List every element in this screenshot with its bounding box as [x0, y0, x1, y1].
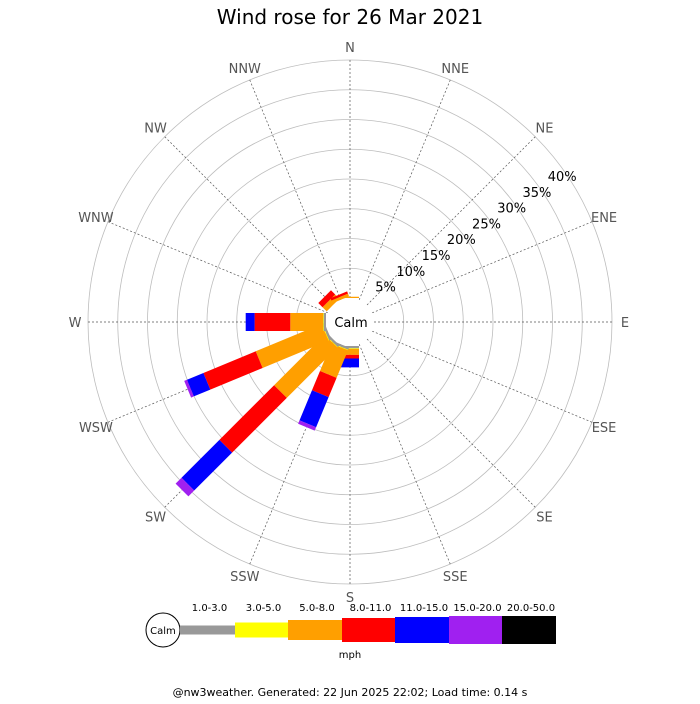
- legend-swatch-5: [449, 616, 502, 644]
- calm-label: Calm: [334, 316, 367, 331]
- legend-swatch-3: [342, 618, 395, 642]
- direction-label-ne: NE: [535, 122, 553, 137]
- legend-label-3: 8.0-11.0: [350, 603, 392, 614]
- grid-ring: [147, 119, 553, 525]
- direction-label-nne: NNE: [441, 62, 469, 77]
- bar-segment-wsw-3: [203, 351, 263, 390]
- calm-center: Calm: [326, 298, 374, 346]
- direction-label-se: SE: [536, 510, 552, 525]
- direction-label-e: E: [621, 316, 629, 331]
- bar-segment-w-1: [323, 313, 324, 331]
- bar-segment-sw-2: [274, 334, 338, 398]
- bar-segment-sw-4: [181, 439, 233, 491]
- legend-label-0: 1.0-3.0: [192, 603, 227, 614]
- chart-title: Wind rose for 26 Mar 2021: [217, 5, 483, 29]
- direction-label-ssw: SSW: [230, 570, 260, 585]
- bar-segment-w-3: [254, 313, 291, 331]
- radial-tick-label: 30%: [497, 202, 526, 217]
- calm-circle: [326, 298, 374, 346]
- legend-calm-label: Calm: [150, 626, 176, 637]
- bar-segment-ssw-2: [320, 343, 348, 378]
- bar-segment-s-4: [341, 358, 359, 368]
- bar-segment-ssw-4: [299, 390, 329, 428]
- speed-legend: Calm 1.0-3.0 3.0-5.0 5.0-8.0 8.0-11.0 11.0-15…: [145, 603, 556, 661]
- radial-tick-label: 20%: [447, 233, 476, 248]
- direction-label-sw: SW: [145, 510, 166, 525]
- bar-segment-wsw-4: [187, 373, 211, 397]
- direction-label-w: W: [69, 316, 82, 331]
- radial-tick-label: 35%: [523, 186, 552, 201]
- radial-tick-label: 40%: [548, 170, 577, 185]
- direction-label-sse: SSE: [443, 570, 468, 585]
- bar-segment-sw-5: [175, 477, 195, 497]
- bar-segment-wsw-2: [255, 324, 329, 368]
- direction-label-ene: ENE: [591, 211, 617, 226]
- legend-label-2: 5.0-8.0: [299, 603, 334, 614]
- radial-tick-label: 5%: [375, 281, 396, 296]
- legend-label-4: 11.0-15.0: [400, 603, 448, 614]
- bar-segment-nnw-3: [330, 291, 348, 301]
- legend-swatch-6: [502, 616, 556, 644]
- wind-bars: [175, 290, 359, 497]
- legend-label-6: 20.0-50.0: [507, 603, 555, 614]
- legend-swatch-4: [395, 617, 449, 643]
- bar-segment-w-0: [323, 313, 326, 331]
- direction-label-ese: ESE: [592, 421, 617, 436]
- bar-segment-wsw-5: [184, 379, 194, 398]
- direction-label-n: N: [345, 41, 355, 56]
- bar-segment-nw-3: [318, 290, 336, 308]
- radial-tick-label: 15%: [422, 249, 451, 264]
- legend-swatch-0: [180, 625, 235, 635]
- radial-tick-label: 10%: [396, 265, 425, 280]
- direction-label-nnw: NNW: [229, 62, 261, 77]
- legend-label-5: 15.0-20.0: [453, 603, 501, 614]
- radial-tick-label: 25%: [472, 217, 501, 232]
- bar-segment-sw-3: [219, 385, 287, 453]
- direction-label-s: S: [346, 591, 354, 606]
- bar-segment-w-2: [290, 313, 323, 331]
- legend-swatch-1: [235, 622, 288, 638]
- footer-text: @nw3weather. Generated: 22 Jun 2025 22:0…: [173, 686, 528, 699]
- polar-grid: N NNE NE ENE E ESE SE SSE S SSW SW WSW W WNW NW NNW 5%10…: [69, 41, 630, 606]
- bar-segment-ssw-5: [298, 420, 317, 431]
- legend-unit: mph: [339, 650, 361, 661]
- direction-label-nw: NW: [144, 122, 167, 137]
- bar-segment-nnw-2: [331, 293, 350, 304]
- bar-segment-ssw-3: [312, 371, 337, 398]
- direction-label-wnw: WNW: [78, 211, 114, 226]
- grid-ring: [206, 178, 494, 466]
- bar-segment-w-4: [245, 313, 255, 331]
- legend-label-1: 3.0-5.0: [246, 603, 281, 614]
- legend-swatch-2: [288, 620, 342, 640]
- direction-label-wsw: WSW: [79, 421, 113, 436]
